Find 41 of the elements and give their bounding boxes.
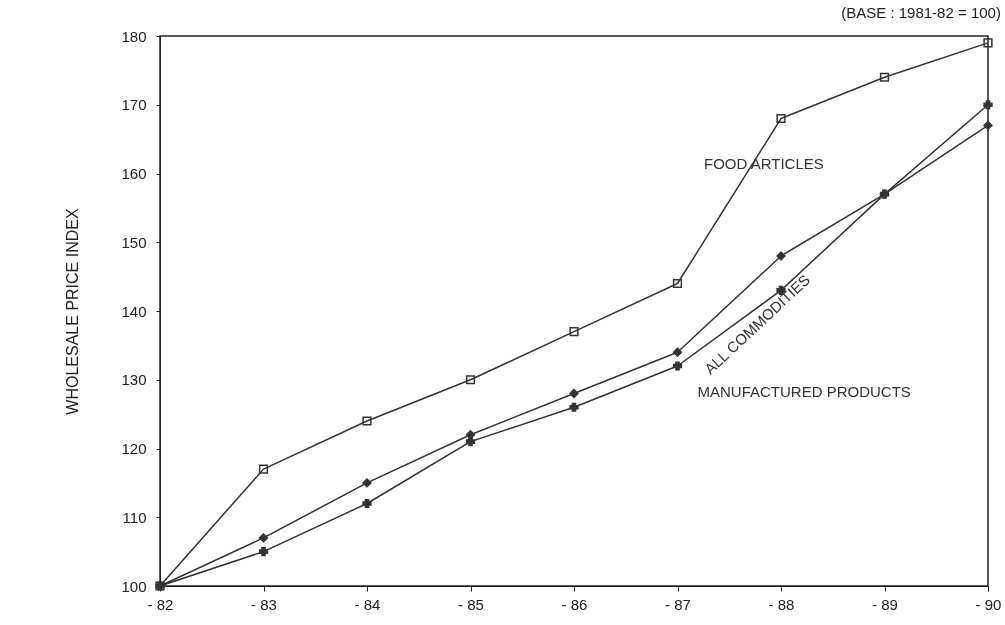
point xyxy=(672,347,683,357)
point xyxy=(569,402,579,412)
x-tick-label: - 84 xyxy=(354,595,381,613)
y-tick-label: 160 xyxy=(121,165,147,182)
y-tick-label: 150 xyxy=(121,233,147,251)
y-tick-label: 170 xyxy=(121,96,147,114)
point xyxy=(672,278,683,289)
y-tick-label: 140 xyxy=(121,302,147,320)
y-axis-title: WHOLESALE PRICE INDEX xyxy=(64,208,82,415)
point xyxy=(362,498,372,509)
x-tick-label: - 83 xyxy=(251,595,277,613)
y-tick-label: 130 xyxy=(121,371,147,389)
point xyxy=(465,375,476,385)
series-label: FOOD ARTICLES xyxy=(704,154,824,172)
point xyxy=(569,388,579,399)
point xyxy=(258,547,269,557)
point xyxy=(983,120,993,130)
point xyxy=(258,464,269,474)
point xyxy=(983,100,993,110)
point xyxy=(465,437,476,447)
chart-title: (BASE : 1981-82 = 100) xyxy=(841,4,1001,21)
x-tick-label: - 86 xyxy=(561,595,588,613)
x-tick-label: - 88 xyxy=(768,595,795,613)
x-tick-label: - 85 xyxy=(458,595,484,613)
y-tick-label: 180 xyxy=(121,27,147,45)
point xyxy=(362,478,372,488)
point xyxy=(879,72,890,82)
x-tick-label: - 90 xyxy=(975,595,1002,613)
y-tick-label: 110 xyxy=(122,508,147,526)
point xyxy=(362,416,372,426)
x-tick-label: - 82 xyxy=(147,595,174,613)
y-tick-label: 100 xyxy=(121,577,147,595)
point xyxy=(672,361,683,371)
series-label: MANUFACTURED PRODUCTS xyxy=(697,383,911,400)
point xyxy=(776,113,786,124)
x-tick-label: - 89 xyxy=(872,595,898,613)
x-tick-label: - 87 xyxy=(665,595,691,613)
y-tick-label: 120 xyxy=(121,440,147,457)
point xyxy=(258,533,269,543)
point xyxy=(569,327,579,337)
point xyxy=(983,38,993,48)
